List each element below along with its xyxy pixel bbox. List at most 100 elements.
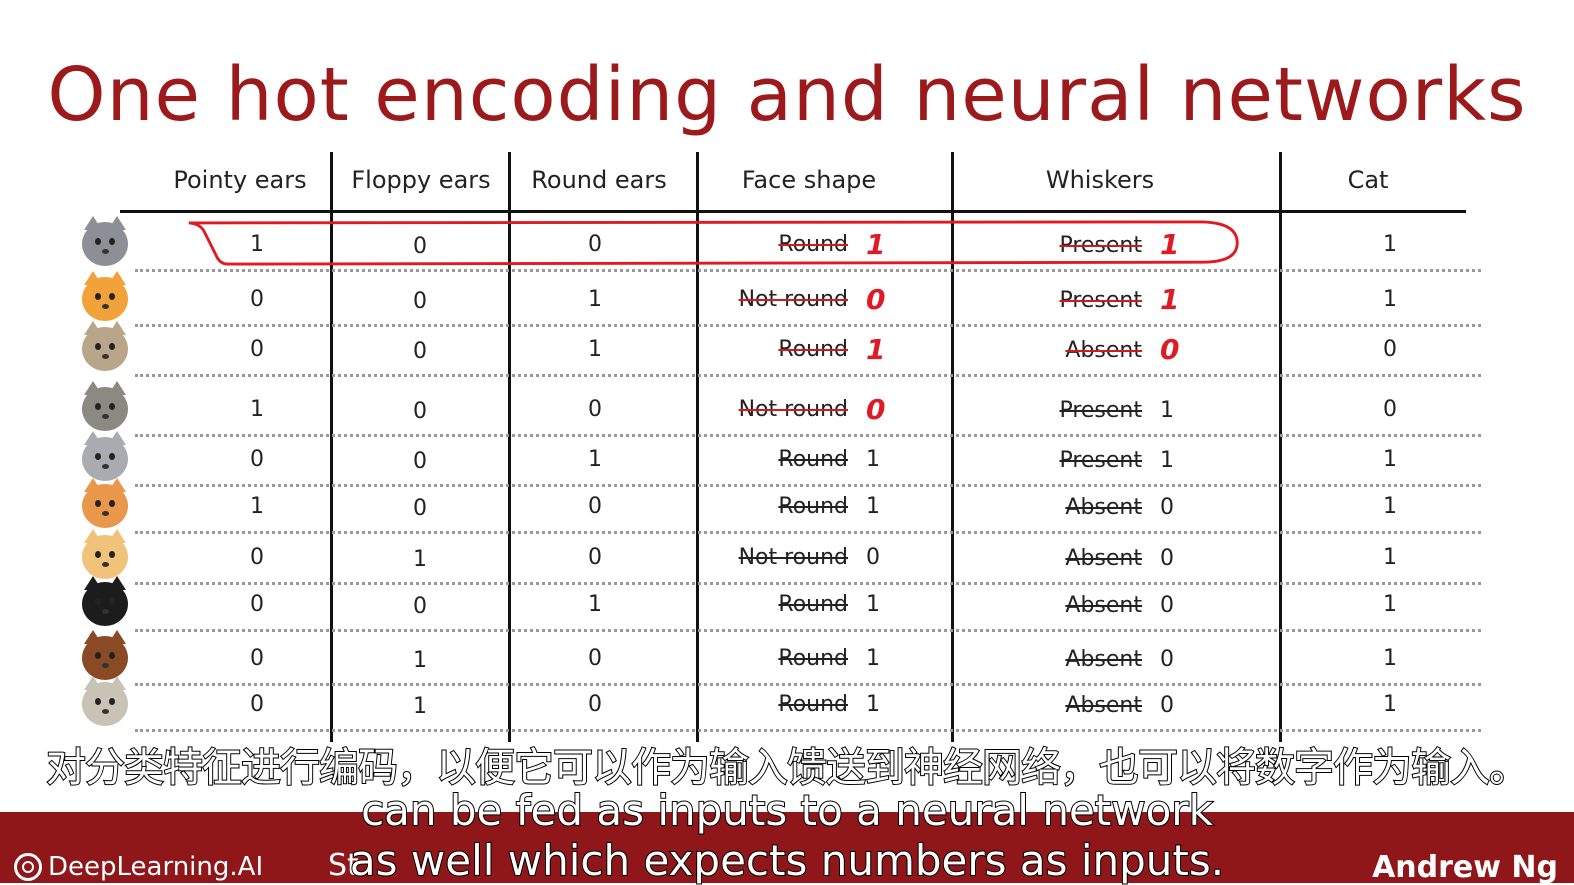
wolf-icon <box>82 381 128 431</box>
cell-face-shape-value: 0 <box>866 283 886 316</box>
cell-whiskers-value: 0 <box>1160 546 1174 571</box>
cell-whiskers-label: Absent <box>1065 593 1142 618</box>
slide-title: One hot encoding and neural networks <box>47 52 1527 138</box>
footer-bar: DeepLearning.AI St Andrew Ng <box>0 812 1574 885</box>
row-separator <box>135 484 1481 487</box>
cell-cat: 1 <box>1383 692 1397 717</box>
cell-floppy-ears: 0 <box>413 289 427 314</box>
row-separator <box>135 582 1481 585</box>
cell-cat: 0 <box>1383 337 1397 362</box>
cell-whiskers-value: 0 <box>1160 693 1174 718</box>
cell-round-ears: 0 <box>588 494 602 519</box>
row-highlight-annotation <box>188 220 1239 266</box>
cell-round-ears: 1 <box>588 592 602 617</box>
cell-face-shape-value: 1 <box>866 592 880 617</box>
cell-cat: 1 <box>1383 232 1397 257</box>
cell-floppy-ears: 0 <box>413 496 427 521</box>
brown-dog-icon <box>82 630 128 680</box>
cell-floppy-ears: 0 <box>413 339 427 364</box>
cell-floppy-ears: 1 <box>413 648 427 673</box>
cell-whiskers-value: 1 <box>1160 398 1174 423</box>
cell-pointy-ears: 0 <box>250 287 264 312</box>
cell-whiskers-label: Absent <box>1065 546 1142 571</box>
cell-face-shape-label: Not round <box>738 287 848 312</box>
cell-face-shape-value: 1 <box>866 447 880 472</box>
column-divider <box>330 152 333 742</box>
cell-round-ears: 1 <box>588 447 602 472</box>
cell-whiskers-label: Present <box>1059 398 1142 423</box>
cell-pointy-ears: 0 <box>250 592 264 617</box>
cell-pointy-ears: 0 <box>250 545 264 570</box>
cell-round-ears: 0 <box>588 397 602 422</box>
bear-dog-icon <box>82 321 128 371</box>
cell-round-ears: 0 <box>588 545 602 570</box>
cell-pointy-ears: 0 <box>250 447 264 472</box>
cell-whiskers-label: Absent <box>1065 693 1142 718</box>
cell-face-shape-label: Round <box>778 592 848 617</box>
cell-floppy-ears: 0 <box>413 594 427 619</box>
cell-face-shape-label: Round <box>778 232 848 257</box>
column-divider <box>1279 152 1282 742</box>
cell-whiskers-label: Absent <box>1065 338 1142 363</box>
row-separator <box>135 729 1481 732</box>
deeplearning-logo-icon <box>14 853 42 881</box>
cell-floppy-ears: 0 <box>413 234 427 259</box>
cell-face-shape-value: 1 <box>866 692 880 717</box>
column-divider <box>951 152 954 742</box>
row-separator <box>135 629 1481 632</box>
cell-face-shape-label: Round <box>778 646 848 671</box>
cell-face-shape-value: 1 <box>866 228 886 261</box>
cell-pointy-ears: 0 <box>250 692 264 717</box>
cell-whiskers-value: 0 <box>1160 593 1174 618</box>
cell-whiskers-label: Present <box>1059 233 1142 258</box>
cell-pointy-ears: 1 <box>250 494 264 519</box>
col-header-round-ears: Round ears <box>531 166 667 194</box>
cell-round-ears: 1 <box>588 287 602 312</box>
cell-round-ears: 0 <box>588 232 602 257</box>
row-separator <box>135 324 1481 327</box>
gray-cat-icon <box>82 216 128 266</box>
cell-cat: 0 <box>1383 397 1397 422</box>
column-divider <box>696 152 699 742</box>
row-separator <box>135 683 1481 686</box>
cell-cat: 1 <box>1383 646 1397 671</box>
cell-whiskers-label: Present <box>1059 288 1142 313</box>
orange-cat-icon <box>82 271 128 321</box>
cell-pointy-ears: 0 <box>250 337 264 362</box>
tuxedo-cat-icon <box>82 576 128 626</box>
cell-whiskers-value: 0 <box>1160 333 1180 366</box>
cell-floppy-ears: 1 <box>413 694 427 719</box>
col-header-floppy-ears: Floppy ears <box>351 166 491 194</box>
cell-round-ears: 1 <box>588 337 602 362</box>
cell-whiskers-value: 0 <box>1160 647 1174 672</box>
cell-floppy-ears: 1 <box>413 547 427 572</box>
footer-partial-text: St <box>328 848 359 883</box>
deeplearning-logo: DeepLearning.AI <box>14 852 263 882</box>
cell-cat: 1 <box>1383 545 1397 570</box>
cell-face-shape-label: Round <box>778 447 848 472</box>
cell-whiskers-label: Absent <box>1065 495 1142 520</box>
cell-round-ears: 0 <box>588 692 602 717</box>
col-header-pointy-ears: Pointy ears <box>173 166 307 194</box>
shiba-icon <box>82 478 128 528</box>
subtitle-english-line-1: can be fed as inputs to a neural network <box>360 785 1214 836</box>
cell-face-shape-value: 1 <box>866 646 880 671</box>
cell-cat: 1 <box>1383 447 1397 472</box>
cell-face-shape-label: Not round <box>738 545 848 570</box>
header-divider <box>120 210 1466 213</box>
pug-icon <box>82 676 128 726</box>
cell-face-shape-label: Round <box>778 337 848 362</box>
row-separator <box>135 531 1481 534</box>
cell-face-shape-value: 1 <box>866 333 886 366</box>
cell-pointy-ears: 0 <box>250 646 264 671</box>
cell-face-shape-value: 0 <box>866 393 886 426</box>
cell-pointy-ears: 1 <box>250 397 264 422</box>
cell-face-shape-label: Round <box>778 692 848 717</box>
col-header-face-shape: Face shape <box>741 166 877 194</box>
cell-whiskers-label: Absent <box>1065 647 1142 672</box>
cell-pointy-ears: 1 <box>250 232 264 257</box>
yellow-dog-icon <box>82 529 128 579</box>
cell-face-shape-value: 0 <box>866 545 880 570</box>
cell-cat: 1 <box>1383 287 1397 312</box>
cell-floppy-ears: 0 <box>413 449 427 474</box>
